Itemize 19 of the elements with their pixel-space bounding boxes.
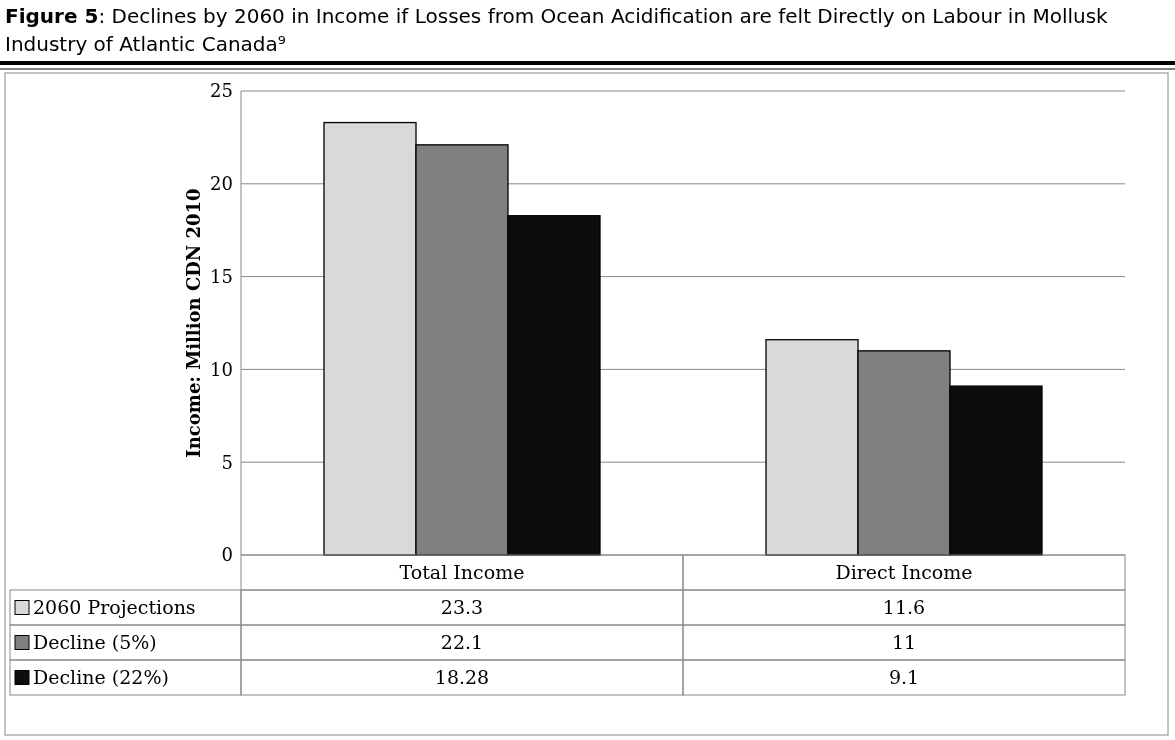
legend-label: Decline (22%) (33, 666, 169, 689)
y-axis-title: Income: Million CDN 2010 (183, 188, 204, 458)
y-tick-label: 15 (210, 265, 233, 287)
y-tick-label: 10 (210, 358, 233, 380)
data-label: 11 (891, 631, 917, 654)
legend-label: Decline (5%) (33, 631, 157, 654)
y-tick-label: 5 (221, 451, 233, 473)
x-tick-label: Direct Income (835, 561, 973, 584)
data-label: 9.1 (888, 666, 920, 689)
chart-title: Figure 5: Declines by 2060 in Income if Losses from Ocean Acidification are felt Directly on Labour in Mollusk Industry of Atlantic Canada⁹ (5, 3, 1109, 58)
data-label: 18.28 (434, 666, 490, 689)
legend-label: 2060 Projections (33, 596, 196, 619)
data-label: 22.1 (440, 631, 484, 654)
y-tick-label: 25 (210, 80, 233, 102)
y-tick-label: 0 (221, 544, 233, 566)
data-label: 11.6 (882, 596, 926, 619)
x-tick-label: Total Income (399, 561, 525, 584)
y-tick-label: 20 (210, 173, 233, 195)
data-label: 23.3 (440, 596, 484, 619)
